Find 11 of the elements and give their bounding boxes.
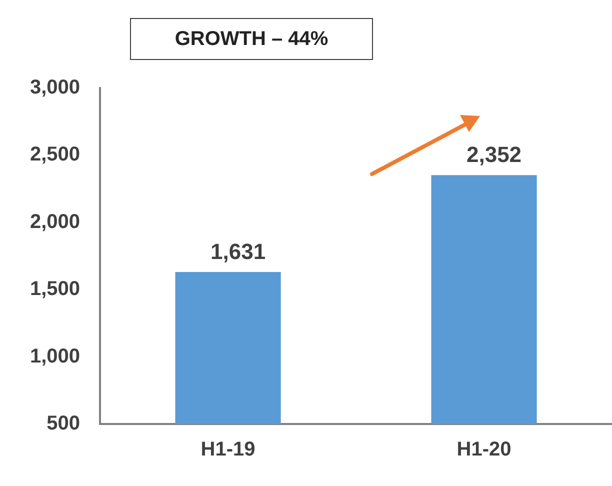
- x-tick-label: H1-19: [200, 438, 256, 461]
- y-tick-label: 2,000: [30, 210, 80, 233]
- y-tick-label: 3,000: [30, 76, 80, 99]
- y-tick-label: 1,000: [30, 345, 80, 368]
- text: GROWTH – 44%: [130, 18, 373, 60]
- data-label: 2,352: [466, 142, 522, 168]
- y-tick-label: 500: [46, 412, 80, 435]
- y-tick-label: 2,500: [30, 144, 80, 166]
- data-label: 1,631: [210, 239, 266, 264]
- x-tick-label: H1-20: [456, 438, 512, 461]
- y-tick-label: 1,500: [30, 278, 80, 300]
